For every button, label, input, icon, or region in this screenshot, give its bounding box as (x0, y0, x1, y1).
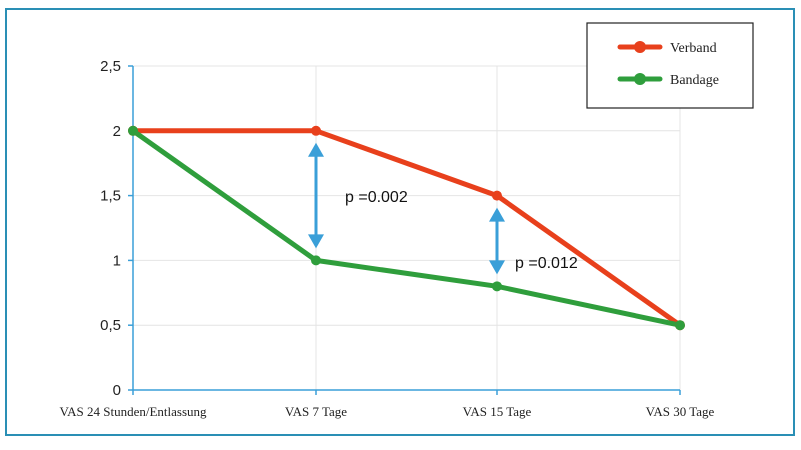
y-tick-labels: 0 0,5 1 1,5 2 2,5 (100, 58, 121, 399)
y-tick-label: 1,5 (100, 188, 121, 205)
significance-arrow (489, 207, 505, 275)
legend-label: Verband (670, 41, 717, 56)
arrow-head-up (489, 207, 505, 222)
series-line-verband (130, 128, 683, 328)
p-value-label: p =0.002 (345, 189, 408, 206)
series-line-bandage (130, 128, 683, 328)
data-point-bandage (675, 320, 685, 331)
arrow-head-up (308, 142, 324, 157)
data-series (128, 125, 685, 331)
y-tick-label: 2 (113, 123, 121, 140)
legend-swatch-marker (634, 73, 646, 85)
grid-lines (133, 65, 681, 390)
axes (128, 65, 681, 395)
legend: Verband Bandage (586, 22, 754, 109)
y-tick-label: 2,5 (100, 58, 121, 75)
data-point-verband (311, 125, 321, 136)
x-tick-label: VAS 24 Stunden/Entlassung (59, 404, 207, 419)
arrow-head-down (308, 234, 324, 249)
data-point-verband (492, 190, 502, 201)
data-point-bandage (128, 125, 138, 136)
x-tick-label: VAS 7 Tage (285, 404, 347, 419)
legend-box (586, 22, 754, 109)
significance-arrows (308, 142, 505, 275)
arrow-head-down (489, 260, 505, 275)
legend-swatch-marker (634, 41, 646, 53)
x-tick-label: VAS 15 Tage (463, 404, 532, 419)
significance-arrow (308, 142, 324, 249)
y-tick-label: 0 (113, 382, 121, 399)
legend-label: Bandage (670, 73, 719, 88)
p-value-label: p =0.012 (515, 255, 578, 272)
data-point-bandage (311, 255, 321, 266)
x-tick-label: VAS 30 Tage (646, 404, 715, 419)
data-point-bandage (492, 281, 502, 292)
x-tick-labels: VAS 24 Stunden/Entlassung VAS 7 Tage VAS 1… (59, 404, 714, 419)
annotation-labels: p =0.002 p =0.012 (345, 189, 578, 272)
y-tick-label: 1 (113, 252, 121, 269)
y-tick-label: 0,5 (100, 317, 121, 334)
